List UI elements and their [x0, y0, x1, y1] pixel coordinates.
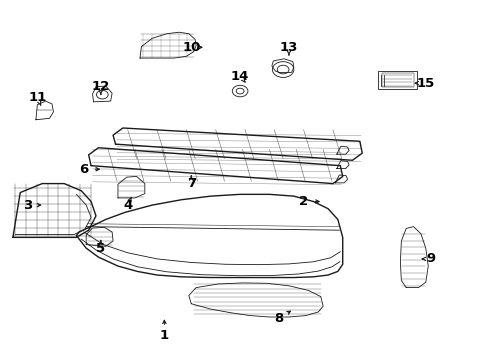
Text: 13: 13 [280, 41, 298, 54]
Text: 7: 7 [187, 177, 196, 190]
Bar [382, 73, 414, 87]
Text: 8: 8 [274, 311, 284, 325]
Text: 11: 11 [28, 91, 47, 104]
Text: 5: 5 [97, 242, 105, 255]
Text: 4: 4 [123, 199, 132, 212]
Text: 6: 6 [79, 163, 88, 176]
Text: 9: 9 [426, 252, 435, 265]
Text: 12: 12 [92, 80, 110, 93]
Text: 15: 15 [416, 77, 435, 90]
Text: 10: 10 [182, 41, 200, 54]
Text: 2: 2 [299, 195, 308, 208]
Text: 1: 1 [160, 329, 169, 342]
Text: 14: 14 [231, 69, 249, 82]
Text: 3: 3 [23, 199, 32, 212]
